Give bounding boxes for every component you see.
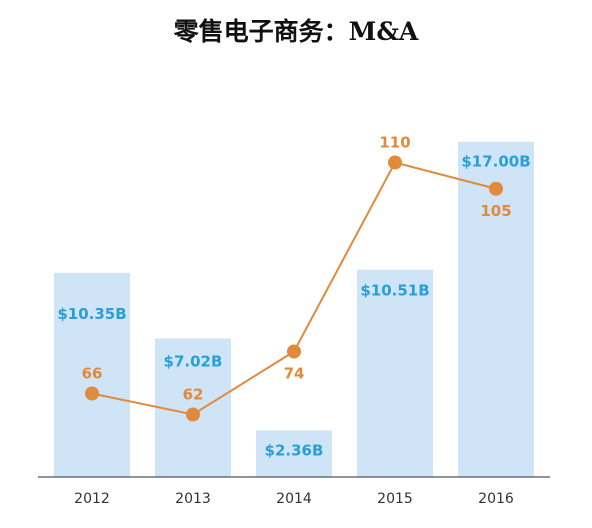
bar-value-label-2014: $2.36B xyxy=(265,441,324,459)
line-value-label-2016: 105 xyxy=(480,202,511,220)
bar-2015 xyxy=(357,269,433,477)
bar-2014 xyxy=(256,430,332,477)
line-point-2015 xyxy=(388,155,402,170)
x-tick-label-2016: 2016 xyxy=(478,491,514,507)
bar-value-label-2016: $17.00B xyxy=(461,153,530,171)
line-value-label-2013: 62 xyxy=(183,386,204,404)
line-point-2013 xyxy=(186,407,200,422)
x-tick-label-2015: 2015 xyxy=(377,491,413,507)
bar-value-label-2015: $10.51B xyxy=(360,282,429,300)
line-value-label-2015: 110 xyxy=(379,134,410,152)
line-value-label-2014: 74 xyxy=(284,365,305,383)
bar-value-label-2013: $7.02B xyxy=(164,353,223,371)
bar-2016 xyxy=(458,141,534,477)
line-point-2016 xyxy=(489,181,503,196)
x-tick-label-2013: 2013 xyxy=(175,491,211,507)
x-tick-label-2014: 2014 xyxy=(276,491,312,507)
x-tick-label-2012: 2012 xyxy=(74,491,110,507)
line-point-2012 xyxy=(85,386,99,401)
line-point-2014 xyxy=(287,344,301,359)
chart-title: 零售电子商务：M&A xyxy=(173,17,419,46)
bar-2012 xyxy=(54,272,130,477)
line-value-label-2012: 66 xyxy=(82,365,103,383)
bar-value-label-2012: $10.35B xyxy=(57,305,126,323)
